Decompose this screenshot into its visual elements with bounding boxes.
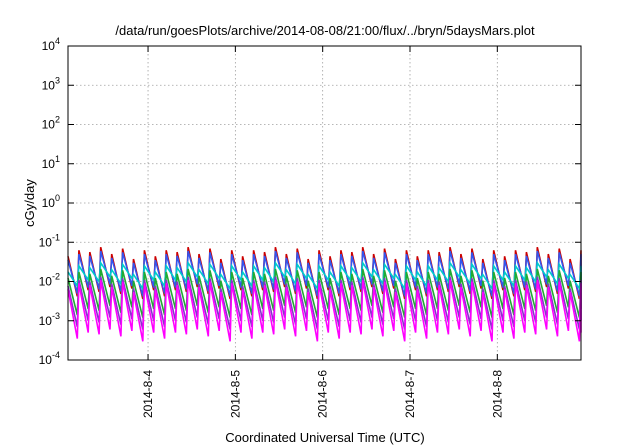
y-tick-exponent: 0: [55, 193, 60, 203]
y-tick-exponent: -1: [52, 232, 60, 242]
y-tick-exponent: 4: [55, 36, 60, 46]
x-tick-label: 2014-8-5: [228, 370, 242, 418]
y-tick-exponent: 1: [55, 154, 60, 164]
y-tick-label: 10-4: [39, 350, 60, 367]
y-tick-exponent: -2: [52, 272, 60, 282]
y-tick-base: 10: [42, 196, 56, 210]
y-tick-label: 100: [42, 193, 60, 210]
x-tick-label: 2014-8-6: [316, 370, 330, 418]
y-tick-exponent: 3: [55, 75, 60, 85]
x-tick-label: 2014-8-4: [141, 370, 155, 418]
y-tick-base: 10: [39, 314, 53, 328]
y-tick-label: 10-1: [39, 232, 60, 249]
y-tick-label: 101: [42, 154, 60, 171]
y-tick-exponent: -4: [52, 350, 60, 360]
series-line: [67, 260, 582, 292]
y-tick-exponent: 2: [55, 115, 60, 125]
y-tick-label: 103: [42, 75, 60, 92]
chart-title: /data/run/goesPlots/archive/2014-08-08/2…: [115, 23, 535, 38]
y-tick-base: 10: [42, 157, 56, 171]
series-group: [67, 247, 582, 342]
x-axis-label: Coordinated Universal Time (UTC): [225, 430, 424, 445]
y-tick-base: 10: [42, 78, 56, 92]
y-tick-label: 102: [42, 115, 60, 132]
y-tick-base: 10: [39, 235, 53, 249]
y-tick-label: 10-3: [39, 311, 60, 328]
x-tick-label: 2014-8-7: [403, 370, 417, 418]
y-tick-base: 10: [42, 118, 56, 132]
y-tick-base: 10: [39, 275, 53, 289]
y-tick-label: 104: [42, 36, 60, 53]
y-tick-base: 10: [42, 39, 56, 53]
y-tick-label: 10-2: [39, 272, 60, 289]
grid: [68, 46, 581, 360]
series-line: [67, 280, 582, 342]
y-tick-exponent: -3: [52, 311, 60, 321]
x-ticks: 2014-8-4 2014-8-5 2014-8-6 2014-8-7 2014-8-8: [141, 46, 504, 418]
y-tick-base: 10: [39, 353, 53, 367]
y-axis-label: cGy/day: [22, 179, 37, 227]
x-tick-label: 2014-8-8: [490, 370, 504, 418]
